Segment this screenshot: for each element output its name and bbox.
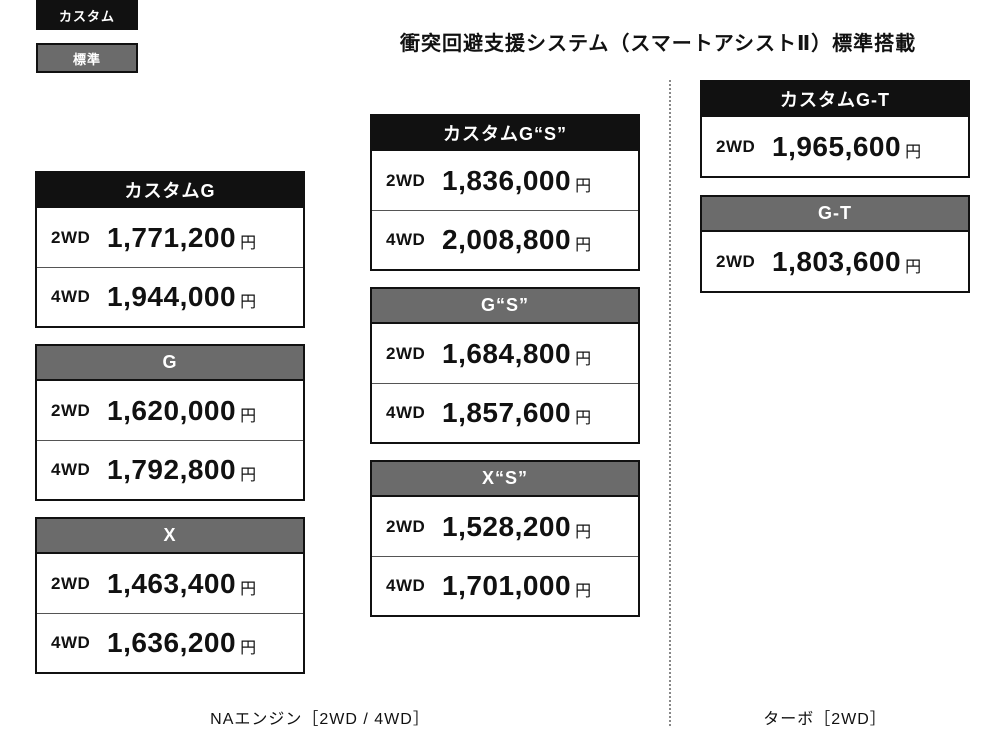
drive-type: 4WD	[51, 633, 91, 652]
price-row: 2WD 1,528,200 円	[372, 497, 638, 556]
price-card-gt: G-T 2WD 1,803,600 円	[700, 195, 970, 293]
yen-unit: 円	[240, 640, 257, 657]
legend-custom-swatch: カスタム	[36, 0, 138, 30]
card-header: カスタムG	[37, 173, 303, 208]
price-value: 1,965,600	[772, 130, 902, 162]
drive-type: 4WD	[51, 287, 91, 306]
yen-unit: 円	[240, 580, 257, 598]
price-row: 2WD 1,463,400 円	[37, 554, 303, 613]
yen-unit: 円	[575, 523, 592, 541]
yen-unit: 円	[575, 177, 592, 195]
drive-type: 2WD	[51, 227, 91, 247]
drive-type: 4WD	[386, 576, 426, 595]
drive-type: 2WD	[716, 136, 756, 156]
card-header: G-T	[702, 197, 968, 232]
price-value: 1,636,200	[107, 627, 237, 658]
yen-unit: 円	[575, 350, 592, 368]
legend-standard-label: 標準	[72, 51, 101, 67]
price-card-gs: G“S” 2WD 1,684,800 円 4WD 1,857,600 円	[370, 287, 640, 444]
price-row: 4WD 1,857,600 円	[372, 383, 638, 442]
price-row: 4WD 1,944,000 円	[37, 267, 303, 326]
yen-unit: 円	[240, 407, 257, 425]
yen-unit: 円	[575, 583, 592, 600]
section-label-turbo: ターボ［2WD］	[763, 711, 887, 728]
yen-unit: 円	[575, 410, 592, 427]
price-value: 1,463,400	[107, 567, 237, 599]
drive-type: 2WD	[51, 400, 91, 420]
legend-custom-label: カスタム	[58, 8, 115, 24]
price-row: 4WD 1,792,800 円	[37, 440, 303, 499]
price-card-custom-gt: カスタムG-T 2WD 1,965,600 円	[700, 80, 970, 178]
yen-unit: 円	[240, 467, 257, 484]
price-row: 4WD 1,701,000 円	[372, 556, 638, 615]
price-card-custom-g: カスタムG 2WD 1,771,200 円 4WD 1,944,000 円	[35, 171, 305, 328]
drive-type: 2WD	[716, 251, 756, 271]
price-row: 4WD 1,636,200 円	[37, 613, 303, 672]
price-value: 1,620,000	[107, 394, 237, 426]
drive-type: 4WD	[386, 230, 426, 249]
card-header: G“S”	[372, 289, 638, 324]
yen-unit: 円	[905, 258, 922, 276]
legend-standard-swatch: 標準	[36, 43, 138, 73]
yen-unit: 円	[240, 234, 257, 252]
price-value: 1,684,800	[442, 337, 572, 369]
price-value: 1,944,000	[107, 281, 237, 312]
card-header: X	[37, 519, 303, 554]
yen-unit: 円	[240, 294, 257, 311]
card-header: カスタムG-T	[702, 82, 968, 117]
card-header: X“S”	[372, 462, 638, 497]
price-value: 1,701,000	[442, 570, 572, 601]
price-value: 1,792,800	[107, 454, 237, 485]
price-row: 2WD 1,684,800 円	[372, 324, 638, 383]
price-row: 2WD 1,620,000 円	[37, 381, 303, 440]
price-value: 1,836,000	[442, 164, 572, 196]
drive-type: 2WD	[386, 516, 426, 536]
price-value: 2,008,800	[442, 224, 572, 255]
drive-type: 2WD	[386, 170, 426, 190]
price-row: 4WD 2,008,800 円	[372, 210, 638, 269]
card-header: カスタムG“S”	[372, 116, 638, 151]
drive-type: 2WD	[51, 573, 91, 593]
yen-unit: 円	[575, 237, 592, 254]
section-label-na: NAエンジン［2WD / 4WD］	[210, 711, 430, 728]
price-row: 2WD 1,836,000 円	[372, 151, 638, 210]
yen-unit: 円	[905, 143, 922, 161]
price-row: 2WD 1,803,600 円	[702, 232, 968, 291]
page-title: 衝突回避支援システム（スマートアシストⅡ）標準搭載	[400, 33, 917, 55]
card-header: G	[37, 346, 303, 381]
price-value: 1,857,600	[442, 397, 572, 428]
drive-type: 2WD	[386, 343, 426, 363]
drive-type: 4WD	[386, 403, 426, 422]
price-card-xs: X“S” 2WD 1,528,200 円 4WD 1,701,000 円	[370, 460, 640, 617]
price-value: 1,803,600	[772, 245, 902, 277]
drive-type: 4WD	[51, 460, 91, 479]
price-value: 1,771,200	[107, 221, 237, 253]
column-divider	[669, 80, 671, 726]
price-card-g: G 2WD 1,620,000 円 4WD 1,792,800 円	[35, 344, 305, 501]
price-value: 1,528,200	[442, 510, 572, 542]
price-card-x: X 2WD 1,463,400 円 4WD 1,636,200 円	[35, 517, 305, 674]
price-card-custom-gs: カスタムG“S” 2WD 1,836,000 円 4WD 2,008,800 円	[370, 114, 640, 271]
price-row: 2WD 1,965,600 円	[702, 117, 968, 176]
price-row: 2WD 1,771,200 円	[37, 208, 303, 267]
